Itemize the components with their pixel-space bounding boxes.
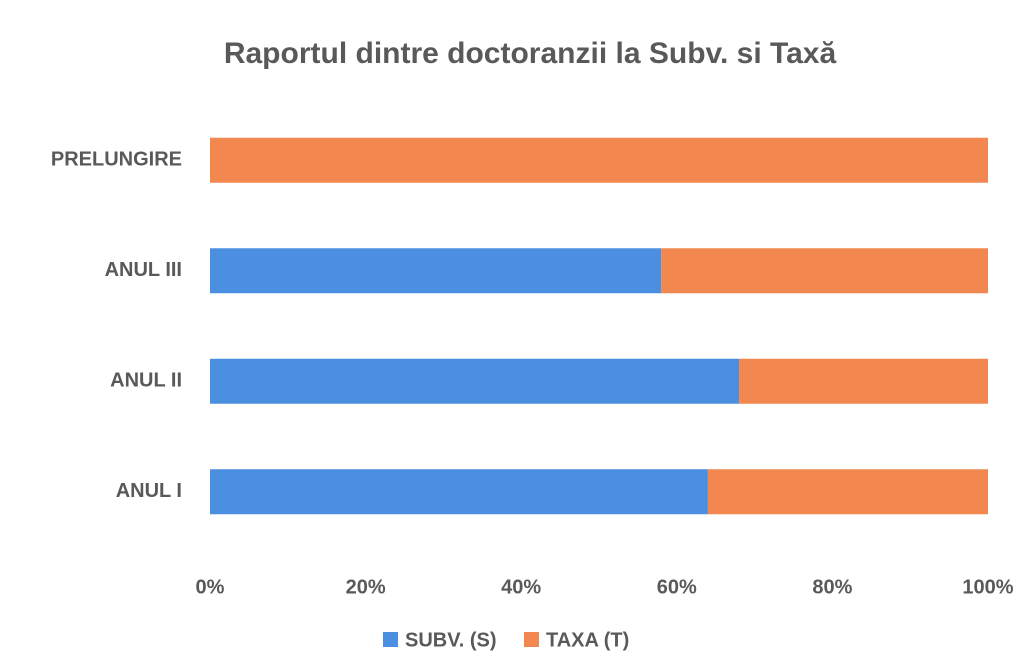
x-tick-label: 80% [812, 576, 852, 598]
bar-segment [210, 469, 708, 515]
bar-segment [739, 358, 988, 404]
legend-label: TAXA (T) [546, 629, 629, 651]
y-tick-label: PRELUNGIRE [51, 149, 182, 171]
legend-swatch [524, 632, 539, 647]
chart-title: Raportul dintre doctoranzii la Subv. si … [224, 37, 837, 70]
bar-segment [210, 358, 740, 404]
x-tick-label: 20% [346, 576, 386, 598]
x-tick-label: 100% [962, 576, 1013, 598]
y-tick-label: ANUL II [110, 370, 182, 392]
x-tick-label: 40% [501, 576, 541, 598]
y-tick-label: ANUL III [105, 259, 182, 281]
bar-segment [210, 248, 662, 294]
x-tick-label: 60% [657, 576, 697, 598]
legend-swatch [383, 632, 398, 647]
legend-label: SUBV. (S) [405, 629, 497, 651]
y-tick-label: ANUL I [116, 480, 182, 502]
bar-segment [661, 248, 988, 294]
x-tick-label: 0% [196, 576, 225, 598]
bar-segment [210, 137, 988, 183]
bar-segment [707, 469, 988, 515]
